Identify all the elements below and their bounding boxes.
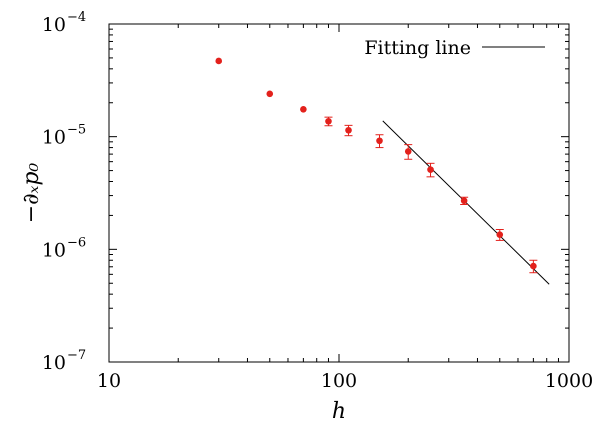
axis-ticks	[108, 24, 569, 363]
data-point	[300, 105, 307, 113]
data-marker	[345, 126, 352, 134]
x-tick-label: 10	[97, 370, 121, 392]
y-tick-label-base: 10	[42, 14, 66, 36]
plot-frame	[108, 23, 570, 363]
data-marker	[427, 166, 434, 173]
y-tick-label-base: 10	[42, 352, 66, 374]
y-tick-label-base: 10	[42, 127, 66, 149]
legend: Fitting line	[364, 37, 545, 59]
y-tick-label-exponent: −4	[67, 10, 86, 25]
data-point	[529, 259, 538, 274]
data-marker	[404, 148, 412, 155]
data-marker	[496, 231, 504, 238]
data-point	[324, 116, 333, 127]
y-tick-label: 10 −5	[42, 123, 86, 149]
y-tick-label: 10 −6	[42, 235, 86, 261]
y-tick-label-exponent: −7	[67, 348, 86, 363]
data-point	[215, 57, 223, 65]
data-marker	[530, 262, 537, 270]
x-tick-labels: 10 100 1000	[97, 370, 593, 392]
data-marker	[215, 57, 223, 65]
data-point	[266, 90, 274, 98]
x-tick-label: 100	[321, 370, 357, 392]
data-marker	[325, 117, 332, 125]
data-marker	[376, 137, 383, 145]
data-point	[460, 196, 469, 205]
y-tick-label: 10 −7	[42, 348, 86, 374]
y-tick-label: 10 −4	[42, 10, 86, 36]
x-tick-label: 1000	[545, 370, 593, 392]
data-point	[426, 162, 435, 178]
y-tick-labels: 10−710−610−510−4	[42, 10, 86, 374]
data-point	[375, 134, 384, 149]
legend-label: Fitting line	[364, 37, 471, 59]
data-point	[495, 228, 504, 241]
x-axis-title: h	[332, 399, 346, 422]
data-point	[344, 124, 353, 137]
y-tick-label-exponent: −6	[67, 235, 86, 250]
y-tick-label-exponent: −5	[67, 123, 86, 138]
y-tick-label-base: 10	[42, 239, 66, 261]
data-marker	[266, 90, 274, 98]
data-points	[215, 57, 538, 274]
data-point	[404, 144, 413, 160]
data-marker	[460, 197, 468, 205]
data-marker	[300, 105, 307, 113]
y-axis-title: −∂ₓp₀	[19, 163, 44, 224]
